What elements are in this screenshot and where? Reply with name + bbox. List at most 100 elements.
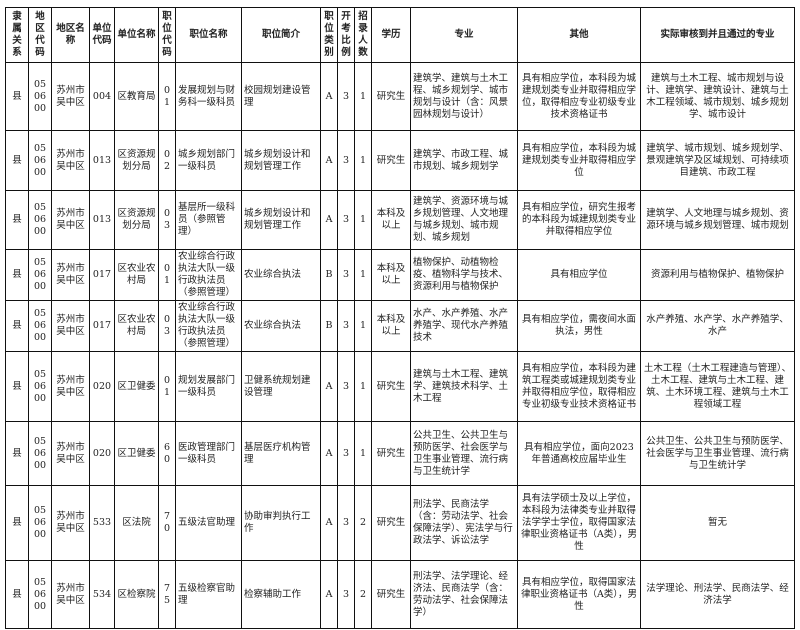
- cell-unit-code: 534: [89, 560, 115, 629]
- table-row: 县 050600 苏州市吴中区 017 区农业农村局 01 农业综合行政执法大队一级行政执法…: [5, 249, 795, 301]
- cell-major: 建筑学、建筑与土木工程、城乡规划学、城市规划与设计（含：风景园林规划与设计）: [410, 62, 518, 131]
- cell-unit-code: 533: [89, 485, 115, 561]
- cell-affiliation: 县: [5, 249, 29, 301]
- cell-major: 水产、水产养殖、水产养殖学、现代水产养殖技术: [410, 300, 518, 352]
- cell-hire-count: 1: [354, 300, 372, 352]
- cell-education: 本科及以上: [371, 249, 411, 301]
- cell-region-name: 苏州市吴中区: [51, 485, 90, 561]
- cell-hire-count: 2: [354, 485, 372, 561]
- cell-major: 植物保护、动植物检疫、植物科学与技术、资源利用与植物保护: [410, 249, 518, 301]
- header-exam-ratio: 开考比例: [337, 7, 355, 63]
- table-row: 县 050600 苏州市吴中区 533 区法院 70 五级法官助理 协助审判执行工作 A 3 2 研究…: [5, 485, 795, 561]
- cell-region-code: 050600: [28, 421, 52, 486]
- cell-affiliation: 县: [5, 62, 29, 131]
- cell-exam-ratio: 3: [337, 190, 355, 250]
- cell-unit-code: 013: [89, 190, 115, 250]
- cell-region-code: 050600: [28, 130, 52, 191]
- cell-region-code: 050600: [28, 190, 52, 250]
- header-position-name: 职位名称: [175, 7, 242, 63]
- cell-unit-name: 区资源规划分局: [114, 190, 159, 250]
- cell-position-category: A: [320, 421, 338, 486]
- cell-position-desc: 检察辅助工作: [241, 560, 321, 629]
- cell-exam-ratio: 3: [337, 62, 355, 131]
- cell-unit-name: 区卫健委: [114, 421, 159, 486]
- cell-hire-count: 1: [354, 190, 372, 250]
- header-other: 其他: [517, 7, 641, 63]
- cell-region-code: 050600: [28, 560, 52, 629]
- cell-hire-count: 1: [354, 130, 372, 191]
- cell-region-name: 苏州市吴中区: [51, 190, 90, 250]
- cell-major: 刑法学、民商法学（含：劳动法学、社会保障法学）、宪法学与行政法学、诉讼法学: [410, 485, 518, 561]
- cell-region-code: 050600: [28, 351, 52, 422]
- cell-unit-name: 区卫健委: [114, 351, 159, 422]
- cell-approved-majors: 资源利用与植物保护、植物保护: [640, 249, 795, 301]
- cell-position-code: 01: [158, 249, 176, 301]
- cell-region-name: 苏州市吴中区: [51, 560, 90, 629]
- cell-other: 具有相应学位，需夜间水面执法，男性: [517, 300, 641, 352]
- cell-region-name: 苏州市吴中区: [51, 62, 90, 131]
- header-approved-majors: 实际审核到并且通过的专业: [640, 7, 795, 63]
- cell-position-category: A: [320, 560, 338, 629]
- recruitment-table: 隶属关系 地区代码 地区名称 单位代码 单位名称 职位代码 职位名称 职位简介 职位类别 开考比例…: [5, 7, 795, 629]
- cell-unit-code: 020: [89, 351, 115, 422]
- cell-education: 研究生: [371, 351, 411, 422]
- cell-affiliation: 县: [5, 351, 29, 422]
- cell-approved-majors: 公共卫生、公共卫生与预防医学、社会医学与卫生事业管理、流行病与卫生统计学: [640, 421, 795, 486]
- cell-hire-count: 1: [354, 62, 372, 131]
- cell-region-name: 苏州市吴中区: [51, 249, 90, 301]
- table-row: 县 050600 苏州市吴中区 013 区资源规划分局 02 城乡规划部门一级科员 城乡规划设…: [5, 130, 795, 191]
- table-row: 县 050600 苏州市吴中区 020 区卫健委 01 规划发展部门一级科员 卫健系统规划建设…: [5, 351, 795, 422]
- cell-position-name: 发展规划与财务科一级科员: [175, 62, 242, 131]
- cell-major: 建筑与土木工程、建筑学、建筑技术科学、土木工程: [410, 351, 518, 422]
- cell-education: 研究生: [371, 421, 411, 486]
- cell-position-desc: 协助审判执行工作: [241, 485, 321, 561]
- cell-unit-code: 017: [89, 300, 115, 352]
- cell-region-name: 苏州市吴中区: [51, 130, 90, 191]
- cell-affiliation: 县: [5, 485, 29, 561]
- cell-position-name: 五级法官助理: [175, 485, 242, 561]
- cell-education: 研究生: [371, 485, 411, 561]
- cell-position-category: A: [320, 351, 338, 422]
- header-position-desc: 职位简介: [241, 7, 321, 63]
- cell-position-code: 75: [158, 560, 176, 629]
- cell-position-desc: 校园规划建设管理: [241, 62, 321, 131]
- table-row: 县 050600 苏州市吴中区 017 区农业农村局 03 农业综合行政执法大队一级行政执法…: [5, 300, 795, 352]
- header-affiliation: 隶属关系: [5, 7, 29, 63]
- cell-unit-name: 区农业农村局: [114, 300, 159, 352]
- cell-position-category: B: [320, 249, 338, 301]
- cell-position-desc: 农业综合执法: [241, 300, 321, 352]
- cell-position-code: 02: [158, 130, 176, 191]
- cell-position-code: 01: [158, 62, 176, 131]
- cell-unit-name: 区农业农村局: [114, 249, 159, 301]
- cell-position-name: 规划发展部门一级科员: [175, 351, 242, 422]
- cell-approved-majors: 暂无: [640, 485, 795, 561]
- cell-position-name: 农业综合行政执法大队一级行政执法员（参照管理）: [175, 249, 242, 301]
- cell-exam-ratio: 3: [337, 485, 355, 561]
- cell-hire-count: 2: [354, 560, 372, 629]
- cell-hire-count: 1: [354, 421, 372, 486]
- cell-position-name: 农业综合行政执法大队一级行政执法员（参照管理）: [175, 300, 242, 352]
- cell-exam-ratio: 3: [337, 249, 355, 301]
- cell-position-desc: 基层医疗机构管理: [241, 421, 321, 486]
- cell-major: 建筑学、市政工程、城市规划、城乡规划学: [410, 130, 518, 191]
- cell-unit-code: 013: [89, 130, 115, 191]
- cell-hire-count: 1: [354, 249, 372, 301]
- cell-position-code: 70: [158, 485, 176, 561]
- cell-education: 研究生: [371, 560, 411, 629]
- cell-approved-majors: 建筑学、人文地理与城乡规划、资源环境与城乡规划管理、城市规划: [640, 190, 795, 250]
- header-position-category: 职位类别: [320, 7, 338, 63]
- cell-other: 具有相应学位: [517, 249, 641, 301]
- cell-approved-majors: 建筑与土木工程、城市规划与设计、建筑学、建筑设计、建筑与土木工程领域、城市规划、…: [640, 62, 795, 131]
- cell-affiliation: 县: [5, 130, 29, 191]
- cell-position-category: B: [320, 300, 338, 352]
- cell-education: 研究生: [371, 130, 411, 191]
- table-row: 县 050600 苏州市吴中区 020 区卫健委 60 医政管理部门一级科员 基层医疗机构管理…: [5, 421, 795, 486]
- cell-affiliation: 县: [5, 421, 29, 486]
- cell-other: 具有相应学位，本科段为城建规划类专业并取得相应学位，取得相应专业初级专业技术资格…: [517, 62, 641, 131]
- cell-hire-count: 1: [354, 351, 372, 422]
- cell-position-desc: 农业综合执法: [241, 249, 321, 301]
- cell-position-name: 城乡规划部门一级科员: [175, 130, 242, 191]
- cell-region-code: 050600: [28, 485, 52, 561]
- cell-affiliation: 县: [5, 300, 29, 352]
- cell-other: 具有相应学位，研究生报考的本科段为城建规划类专业并取得相应学位: [517, 190, 641, 250]
